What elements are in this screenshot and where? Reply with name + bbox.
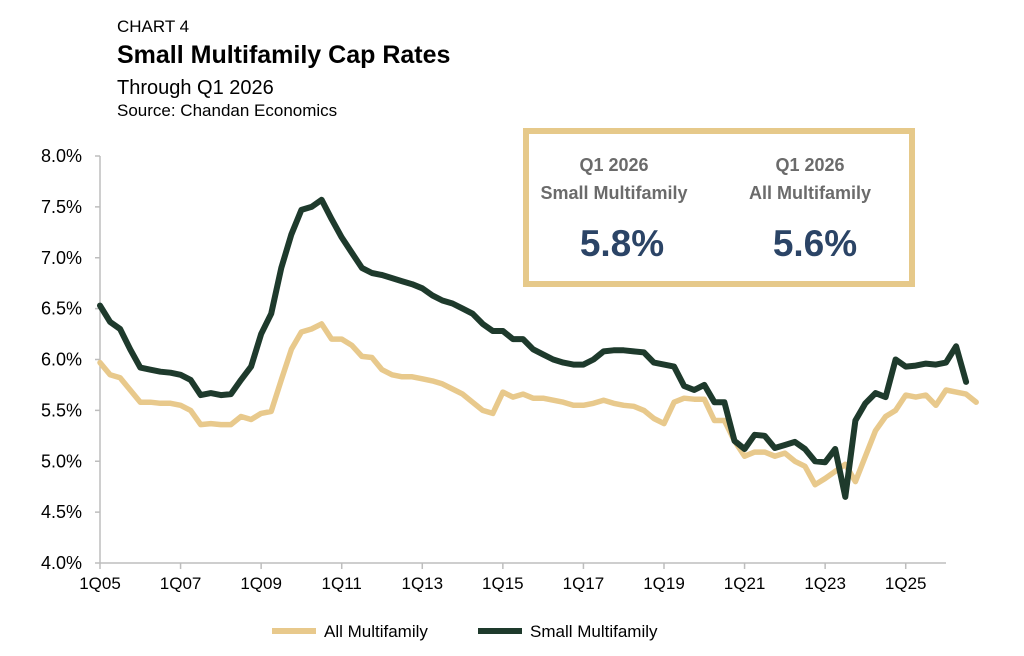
- y-tick-label: 7.0%: [41, 248, 82, 268]
- callout-right-line2: All Multifamily: [749, 183, 871, 203]
- x-axis-ticks: 1Q05 1Q07 1Q09 1Q11 1Q13 1Q15 1Q17 1Q19 1Q21 1Q23…: [79, 563, 927, 593]
- x-tick-label: 1Q07: [160, 574, 202, 593]
- y-tick-label: 7.5%: [41, 197, 82, 217]
- chart-subtitle: Through Q1 2026: [117, 77, 274, 99]
- chart-source: Source: Chandan Economics: [117, 101, 338, 120]
- legend-label-all-multifamily: All Multifamily: [324, 622, 428, 641]
- series-lines: [97, 196, 979, 500]
- y-tick-label: 8.0%: [41, 146, 82, 166]
- y-tick-label: 4.5%: [41, 502, 82, 522]
- x-tick-label: 1Q09: [240, 574, 282, 593]
- x-tick-label: 1Q17: [563, 574, 605, 593]
- callout-left-value: 5.8%: [580, 223, 664, 264]
- callout-right-line1: Q1 2026: [775, 155, 844, 175]
- callout-left-line1: Q1 2026: [579, 155, 648, 175]
- chart-kicker: CHART 4: [117, 17, 190, 36]
- y-tick-label: 6.0%: [41, 350, 82, 370]
- y-tick-label: 4.0%: [41, 553, 82, 573]
- legend-label-small-multifamily: Small Multifamily: [530, 622, 658, 641]
- x-tick-label: 1Q23: [804, 574, 846, 593]
- x-tick-label: 1Q25: [885, 574, 927, 593]
- y-tick-label: 5.0%: [41, 451, 82, 471]
- callout-left-line2: Small Multifamily: [540, 183, 687, 203]
- y-axis-ticks: 4.0% 4.5% 5.0% 5.5% 6.0% 6.5% 7.0% 7.5% 8.0%: [41, 146, 100, 573]
- x-tick-label: 1Q21: [724, 574, 766, 593]
- callout-right-value: 5.6%: [773, 223, 857, 264]
- series-line-all-multifamily: [97, 321, 979, 488]
- legend: All Multifamily Small Multifamily: [272, 622, 658, 641]
- chart-title: Small Multifamily Cap Rates: [117, 41, 451, 69]
- x-tick-label: 1Q19: [643, 574, 685, 593]
- y-tick-label: 6.5%: [41, 299, 82, 319]
- y-tick-label: 5.5%: [41, 400, 82, 420]
- x-tick-label: 1Q13: [401, 574, 443, 593]
- x-tick-label: 1Q05: [79, 574, 121, 593]
- x-tick-label: 1Q15: [482, 574, 524, 593]
- series-line-small-multifamily: [97, 196, 970, 500]
- callout-border: [523, 128, 915, 287]
- x-tick-label: 1Q11: [322, 574, 362, 593]
- callout-box: Q1 2026 Small Multifamily 5.8% Q1 2026 A…: [523, 128, 915, 287]
